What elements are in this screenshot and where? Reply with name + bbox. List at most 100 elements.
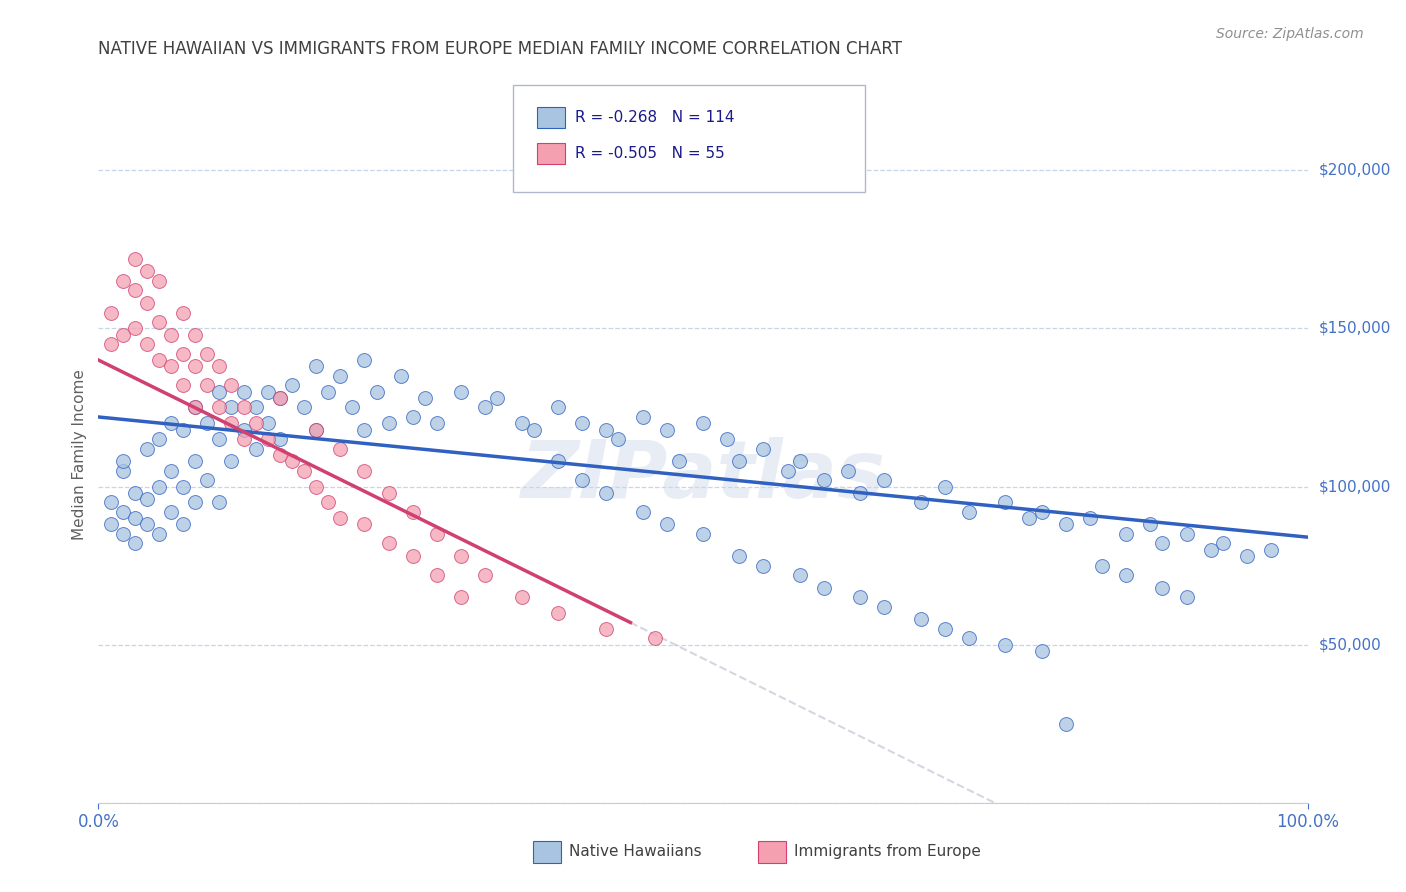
Point: [1115, 527, 1137, 541]
Point: [631, 409, 654, 424]
Point: [124, 511, 146, 525]
Point: [160, 464, 183, 478]
Point: [873, 599, 896, 614]
Text: Immigrants from Europe: Immigrants from Europe: [794, 845, 981, 859]
Point: [1054, 716, 1077, 731]
Point: [221, 417, 243, 431]
Point: [413, 391, 436, 405]
Point: [100, 517, 122, 532]
Point: [366, 384, 388, 399]
Point: [1236, 549, 1258, 563]
Point: [353, 517, 375, 532]
Point: [547, 454, 569, 468]
Point: [111, 327, 134, 342]
Y-axis label: Median Family Income: Median Family Income: [72, 369, 87, 541]
Point: [305, 359, 328, 374]
Point: [124, 321, 146, 335]
Text: R = -0.505   N = 55: R = -0.505 N = 55: [575, 146, 725, 161]
Point: [353, 423, 375, 437]
Point: [450, 591, 472, 605]
Point: [994, 495, 1017, 509]
Point: [221, 454, 243, 468]
Point: [160, 505, 183, 519]
Point: [172, 423, 194, 437]
Point: [1018, 511, 1040, 525]
Point: [910, 612, 932, 626]
Point: [148, 315, 170, 329]
Point: [100, 495, 122, 509]
Point: [353, 464, 375, 478]
Point: [160, 417, 183, 431]
Point: [547, 606, 569, 620]
Point: [377, 536, 399, 550]
Point: [849, 591, 872, 605]
Point: [135, 492, 157, 507]
Point: [148, 432, 170, 446]
Point: [716, 432, 738, 446]
Point: [172, 305, 194, 319]
Point: [402, 505, 425, 519]
Point: [1031, 644, 1053, 658]
Point: [607, 432, 630, 446]
Point: [692, 417, 714, 431]
Point: [292, 464, 315, 478]
Point: [172, 517, 194, 532]
Point: [124, 486, 146, 500]
Point: [305, 479, 328, 493]
Point: [316, 495, 339, 509]
Point: [377, 417, 399, 431]
Point: [184, 401, 207, 415]
Point: [402, 409, 425, 424]
Point: [135, 264, 157, 278]
Point: [631, 505, 654, 519]
Point: [728, 454, 751, 468]
Point: [172, 347, 194, 361]
Point: [245, 401, 267, 415]
Text: $150,000: $150,000: [1319, 321, 1391, 336]
Point: [1152, 536, 1174, 550]
Point: [957, 505, 980, 519]
Point: [269, 391, 291, 405]
Point: [389, 368, 412, 383]
Point: [135, 337, 157, 351]
Point: [232, 401, 254, 415]
Point: [934, 479, 956, 493]
Point: [510, 591, 533, 605]
Point: [837, 464, 859, 478]
Point: [776, 464, 799, 478]
Point: [184, 327, 207, 342]
Point: [426, 527, 449, 541]
Point: [184, 401, 207, 415]
Point: [245, 442, 267, 456]
Point: [474, 568, 496, 582]
Point: [510, 417, 533, 431]
Point: [208, 384, 231, 399]
Point: [111, 464, 134, 478]
Point: [184, 454, 207, 468]
Point: [256, 417, 278, 431]
Point: [111, 274, 134, 288]
Point: [148, 353, 170, 368]
Point: [184, 359, 207, 374]
Point: [124, 284, 146, 298]
Point: [474, 401, 496, 415]
Point: [135, 296, 157, 310]
Point: [269, 432, 291, 446]
Point: [329, 368, 352, 383]
Point: [450, 549, 472, 563]
Point: [910, 495, 932, 509]
Point: [655, 517, 678, 532]
Point: [281, 454, 304, 468]
Point: [1152, 581, 1174, 595]
Point: [644, 632, 666, 646]
Point: [135, 517, 157, 532]
Point: [148, 479, 170, 493]
Point: [208, 495, 231, 509]
Point: [305, 423, 328, 437]
Point: [486, 391, 509, 405]
Point: [1078, 511, 1101, 525]
Point: [728, 549, 751, 563]
Point: [426, 417, 449, 431]
Point: [1260, 542, 1282, 557]
Point: [172, 479, 194, 493]
